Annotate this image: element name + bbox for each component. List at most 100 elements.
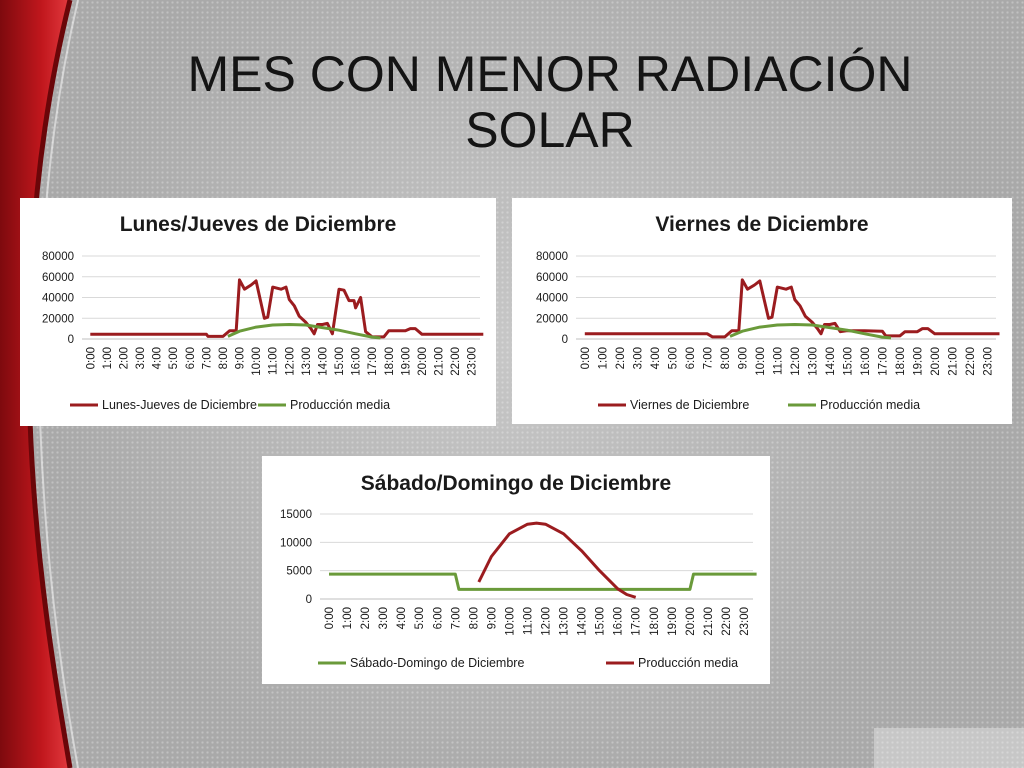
y-tick-label: 80000: [536, 251, 568, 263]
x-tick-label: 4:00: [152, 347, 164, 369]
x-tick-label: 11:00: [268, 347, 280, 375]
x-tick-label: 2:00: [118, 347, 130, 369]
x-tick-label: 2:00: [615, 347, 627, 369]
watermark-area: [874, 728, 1024, 768]
x-tick-label: 18:00: [649, 607, 661, 636]
y-tick-label: 60000: [42, 272, 74, 284]
chart-viernes: Viernes de Diciembre 0 20000 40000 60000 800…: [512, 198, 1012, 424]
chart-sabado-domingo-svg: Sábado/Domingo de Diciembre 0 5000 10000 15…: [280, 472, 757, 670]
legend-label: Producción media: [820, 398, 920, 412]
x-tick-label: 3:00: [378, 607, 390, 629]
x-tick-label: 9:00: [235, 347, 247, 369]
series-line-2: [227, 323, 381, 340]
y-tick-label: 40000: [42, 293, 74, 305]
y-tick-label: 80000: [42, 251, 74, 263]
legend-label: Sábado-Domingo de Diciembre: [350, 656, 524, 670]
x-tick-label: 15:00: [842, 347, 854, 376]
x-tick-label: 11:00: [522, 607, 534, 635]
x-tick-label: 5:00: [667, 347, 679, 369]
x-tick-label: 8:00: [468, 607, 480, 629]
x-tick-label: 7:00: [201, 347, 213, 369]
y-tick-label: 0: [562, 334, 568, 346]
x-tick-label: 5:00: [414, 607, 426, 629]
x-tick-label: 21:00: [947, 347, 959, 376]
x-tick-label: 13:00: [807, 347, 819, 376]
y-tick-label: 60000: [536, 272, 568, 284]
x-tick-label: 3:00: [632, 347, 644, 369]
x-tick-label: 19:00: [667, 607, 679, 636]
chart-lunes-jueves-svg: Lunes/Jueves de Diciembre 0 20000 40000 600…: [42, 213, 484, 412]
x-tick-label: 7:00: [450, 607, 462, 629]
x-tick-label: 14:00: [577, 607, 589, 636]
x-tick-label: 20:00: [930, 347, 942, 376]
x-tick-label: 15:00: [334, 347, 346, 376]
x-tick-label: 0:00: [85, 347, 97, 369]
x-tick-label: 13:00: [301, 347, 313, 376]
x-tick-label: 9:00: [737, 347, 749, 369]
legend-label: Viernes de Diciembre: [630, 398, 749, 412]
x-tick-label: 17:00: [367, 347, 379, 376]
x-tick-label: 0:00: [580, 347, 592, 369]
y-tick-label: 20000: [536, 313, 568, 325]
x-tick-label: 14:00: [825, 347, 837, 376]
series-line-2: [729, 323, 892, 340]
x-tick-label: 6:00: [185, 347, 197, 369]
x-tick-label: 16:00: [860, 347, 872, 376]
x-tick-label: 20:00: [685, 607, 697, 636]
y-tick-label: 5000: [286, 566, 312, 578]
x-tick-label: 22:00: [965, 347, 977, 376]
x-tick-label: 15:00: [595, 607, 607, 636]
x-tick-label: 23:00: [982, 347, 994, 376]
chart-title: Viernes de Diciembre: [655, 213, 868, 236]
y-tick-label: 0: [306, 594, 312, 606]
x-tick-label: 17:00: [877, 347, 889, 376]
x-tick-label: 22:00: [721, 607, 733, 636]
x-tick-label: 10:00: [504, 607, 516, 636]
x-tick-label: 23:00: [739, 607, 751, 636]
x-tick-label: 21:00: [434, 347, 446, 376]
x-tick-label: 12:00: [541, 607, 553, 636]
y-tick-label: 0: [68, 334, 74, 346]
x-tick-label: 19:00: [912, 347, 924, 376]
x-tick-label: 19:00: [400, 347, 412, 376]
legend-label: Producción media: [290, 398, 390, 412]
slide-title-line-1: MES CON MENOR RADIACIÓN: [187, 46, 913, 102]
x-tick-label: 8:00: [218, 347, 230, 369]
x-tick-label: 2:00: [360, 607, 372, 629]
x-tick-label: 5:00: [168, 347, 180, 369]
x-tick-label: 6:00: [432, 607, 444, 629]
series-line-1: [90, 278, 484, 339]
chart-title: Sábado/Domingo de Diciembre: [361, 472, 671, 495]
x-tick-label: 8:00: [720, 347, 732, 369]
slide-title-line-2: SOLAR: [465, 102, 635, 158]
x-tick-label: 0:00: [324, 607, 336, 629]
x-tick-label: 16:00: [613, 607, 625, 636]
x-tick-label: 4:00: [650, 347, 662, 369]
series-line-2: [477, 521, 637, 599]
legend-label: Lunes-Jueves de Diciembre: [102, 398, 257, 412]
legend-label: Producción media: [638, 656, 738, 670]
x-tick-label: 22:00: [450, 347, 462, 376]
x-tick-label: 23:00: [467, 347, 479, 376]
x-tick-label: 12:00: [284, 347, 296, 376]
x-tick-label: 3:00: [135, 347, 147, 369]
x-tick-label: 1:00: [597, 347, 609, 369]
series-line-1: [584, 278, 1000, 339]
x-tick-label: 6:00: [685, 347, 697, 369]
x-tick-label: 10:00: [251, 347, 263, 376]
chart-title: Lunes/Jueves de Diciembre: [120, 213, 397, 236]
x-tick-label: 13:00: [559, 607, 571, 636]
y-tick-label: 20000: [42, 313, 74, 325]
x-tick-label: 12:00: [790, 347, 802, 376]
x-tick-label: 16:00: [351, 347, 363, 376]
x-tick-label: 7:00: [702, 347, 714, 369]
x-tick-label: 9:00: [486, 607, 498, 629]
x-tick-label: 10:00: [755, 347, 767, 376]
y-tick-label: 40000: [536, 293, 568, 305]
slide-title: MES CON MENOR RADIACIÓN SOLAR: [100, 46, 1000, 158]
x-tick-label: 14:00: [317, 347, 329, 376]
chart-lunes-jueves: Lunes/Jueves de Diciembre 0 20000 40000 600…: [20, 198, 496, 426]
x-tick-label: 1:00: [102, 347, 114, 369]
x-tick-label: 4:00: [396, 607, 408, 629]
x-tick-label: 20:00: [417, 347, 429, 376]
